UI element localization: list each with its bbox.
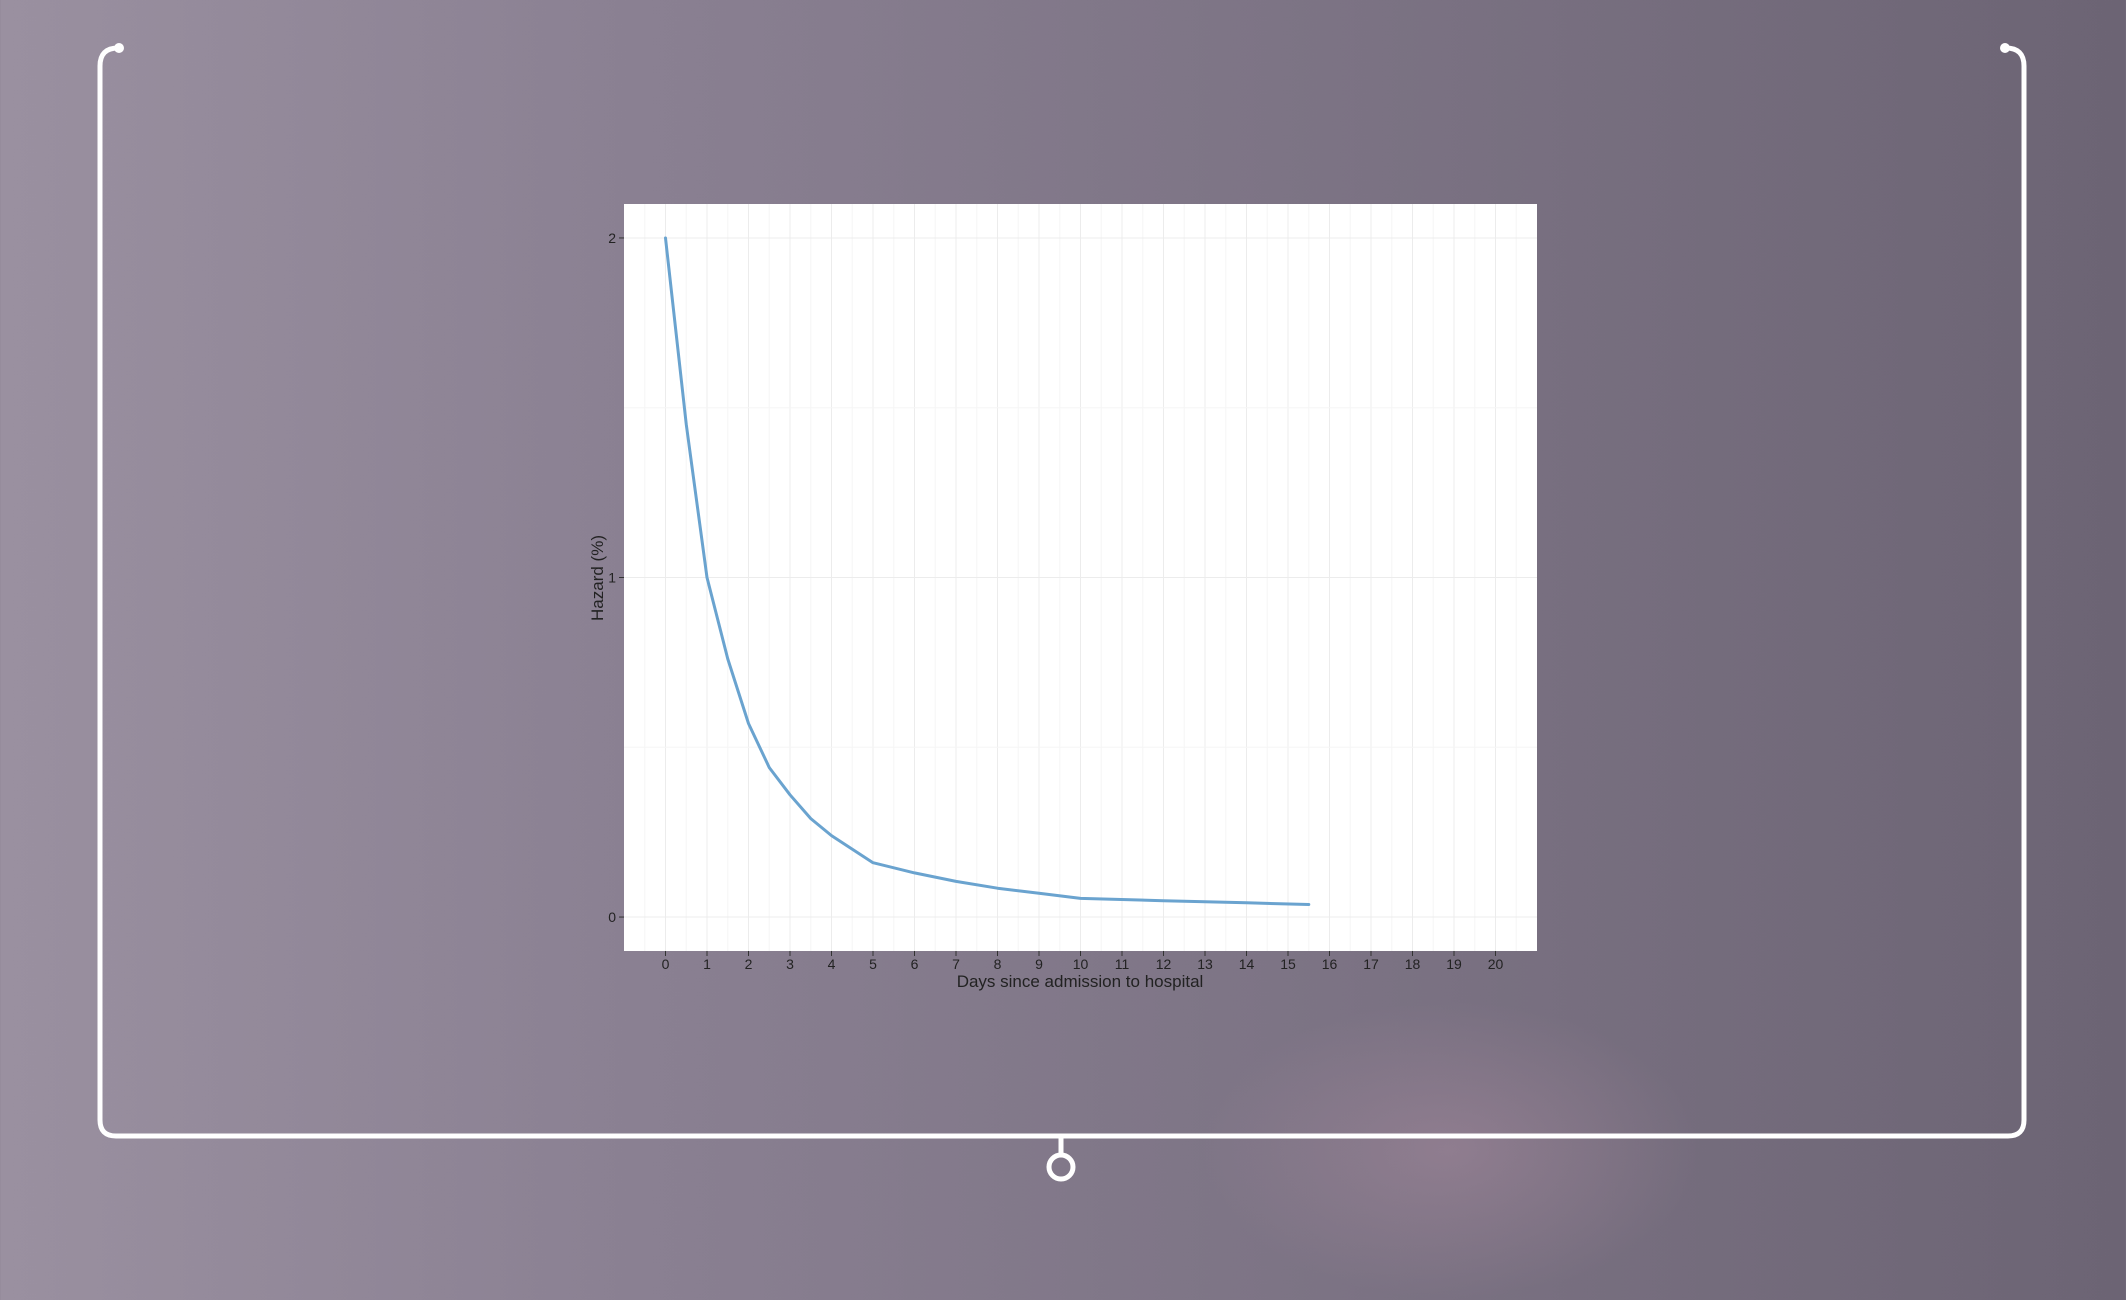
frame-corner-dot-left [114, 43, 124, 53]
timeline-frame [0, 0, 2126, 1190]
grid-layer [624, 204, 1537, 951]
x-tick-label: 14 [1239, 956, 1255, 972]
x-tick-label: 3 [786, 956, 794, 972]
timeline-marker[interactable] [1046, 1152, 1076, 1182]
x-tick-label: 0 [662, 956, 670, 972]
y-tick-label: 0 [608, 909, 616, 925]
y-tick-label: 1 [608, 570, 616, 586]
x-tick-label: 13 [1197, 956, 1213, 972]
y-tick-label: 2 [608, 230, 616, 246]
x-tick-label: 11 [1115, 956, 1130, 972]
x-tick-label: 1 [703, 956, 711, 972]
y-axis-title: Hazard (%) [588, 535, 607, 621]
x-tick-label: 16 [1322, 956, 1338, 972]
x-tick-label: 7 [952, 956, 960, 972]
frame-corner-dot-right [2000, 43, 2010, 53]
x-tick-label: 5 [869, 956, 877, 972]
hazard-series-line [664, 236, 1311, 906]
x-tick-label: 10 [1073, 956, 1089, 972]
x-tick-label: 6 [911, 956, 919, 972]
x-tick-label: 18 [1405, 956, 1421, 972]
x-tick-label: 8 [994, 956, 1002, 972]
x-tick-label: 19 [1446, 956, 1462, 972]
x-tick-label: 9 [1035, 956, 1043, 972]
x-tick-label: 17 [1363, 956, 1379, 972]
x-tick-label: 2 [745, 956, 753, 972]
x-axis-title: Days since admission to hospital [957, 972, 1204, 991]
series-layer [664, 236, 1311, 906]
x-tick-label: 4 [828, 956, 836, 972]
x-tick-label: 12 [1156, 956, 1172, 972]
x-tick-label: 15 [1280, 956, 1296, 972]
x-tick-label: 20 [1488, 956, 1504, 972]
